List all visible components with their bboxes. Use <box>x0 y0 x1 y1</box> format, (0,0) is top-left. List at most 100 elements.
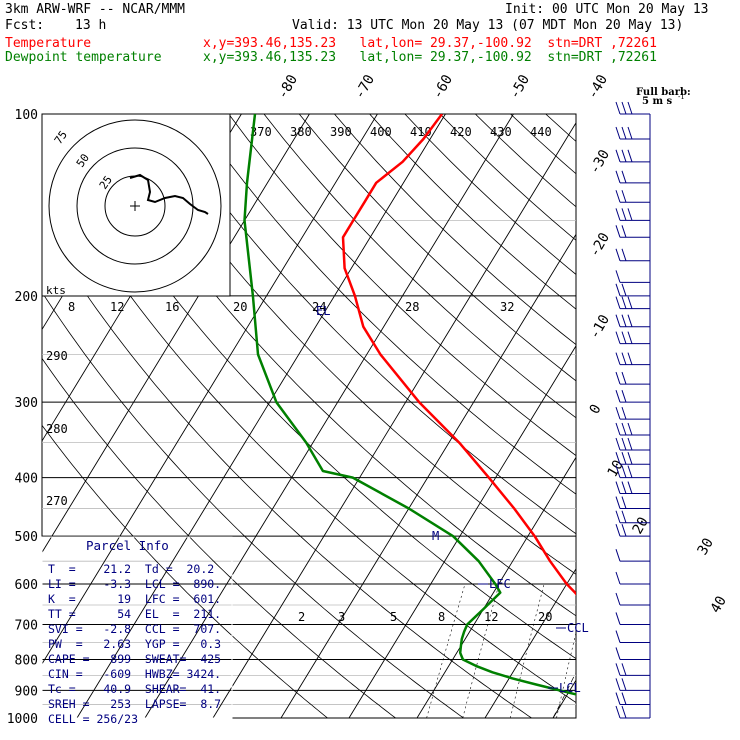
wind-barb <box>615 371 650 385</box>
wind-barb-flag <box>615 549 621 562</box>
parcel-row: TT = 54 EL = 211. <box>48 607 222 621</box>
dewpoint-profile <box>243 114 576 696</box>
wind-barb-flag <box>621 437 627 451</box>
wind-barb <box>615 422 650 436</box>
wind-barb <box>615 571 650 585</box>
theta-label: 400 <box>370 125 392 139</box>
wind-barbs <box>615 101 650 719</box>
wind-barb-flag <box>621 692 627 705</box>
wind-barb-flag <box>627 481 633 494</box>
isotherm-line <box>348 344 576 718</box>
wind-barb-flag <box>615 390 621 403</box>
dry-adiabat-line <box>157 114 576 535</box>
isotherm-line <box>42 114 378 665</box>
wind-barb-flag <box>627 331 633 344</box>
dry-adiabat-line <box>42 225 533 718</box>
wind-barb-flag <box>621 126 627 140</box>
forecast-label: Fcst: <box>5 18 45 33</box>
wind-barb-flag <box>621 371 627 385</box>
wind-barb <box>615 296 650 310</box>
pressure-tick-label: 700 <box>15 618 38 633</box>
wind-barb-flag <box>621 225 627 238</box>
dewpoint-legend-label: Dewpoint temperature <box>5 50 162 65</box>
wind-barb-flag <box>615 663 621 676</box>
wind-barb-flag <box>627 296 633 309</box>
dry-adiabat-line <box>581 114 740 731</box>
wind-key-exponent: -1 <box>678 93 685 101</box>
mixing-ratio-label: 5 <box>390 610 397 624</box>
wind-barb-flag <box>621 296 627 309</box>
dry-adiabat-line <box>122 114 576 575</box>
isotherm-tick-label: -20 <box>587 230 614 260</box>
parcel-info-title: Parcel Info <box>86 538 169 553</box>
dry-adiabat-line <box>687 114 740 731</box>
pressure-tick-label: 500 <box>15 530 38 545</box>
wind-barb-flag <box>621 452 627 465</box>
dry-adiabat-line <box>404 114 576 275</box>
lfc-marker: LFC <box>489 577 511 591</box>
pressure-tick-label: 800 <box>15 653 38 668</box>
wind-barb <box>615 612 650 625</box>
dry-adiabat-line <box>651 114 740 731</box>
parcel-row: LI = -3.3 LCL = 890. <box>48 577 222 591</box>
wind-barb-flag <box>615 692 621 705</box>
isotherm-tick-label: 0 <box>587 402 605 417</box>
wind-barb <box>615 692 650 706</box>
parcel-row: SREH = 253 LAPSE= 8.7 <box>48 697 222 711</box>
mixing-ratio-label: 20 <box>538 610 552 624</box>
wind-barb-flag <box>615 465 621 478</box>
upper-scale-label: 20 <box>233 300 247 314</box>
wind-barb-flag <box>615 296 621 309</box>
wind-barb <box>615 549 650 562</box>
wind-barb-flag <box>621 208 627 221</box>
wind-barb-flag <box>621 283 627 296</box>
init-time: Init: 00 UTC Mon 20 May 13 <box>505 2 709 17</box>
dry-adiabat-line <box>193 114 576 495</box>
theta-label: 390 <box>330 125 352 139</box>
wind-barb <box>615 225 650 238</box>
parcel-row: CAPE = 899 SWEAT= 425 <box>48 652 222 666</box>
wind-barb <box>615 663 650 676</box>
wind-barb-flag <box>615 101 621 115</box>
wind-barb-flag <box>621 352 627 365</box>
mixing-ratio-label: 3 <box>338 610 345 624</box>
wind-barb-flag <box>615 149 621 162</box>
isotherm-line <box>42 114 310 554</box>
theta-side-label: 290 <box>46 349 68 363</box>
pressure-tick-label: 200 <box>15 290 38 305</box>
theta-label: 440 <box>530 125 552 139</box>
mixing-ratio-line <box>653 584 679 718</box>
isotherm-line <box>76 114 446 718</box>
wind-barb <box>615 437 650 451</box>
wind-barb-flag <box>615 630 621 643</box>
wind-barb-flag <box>621 331 627 344</box>
parcel-row: CIN = -609 HWBZ= 3424. <box>48 667 222 681</box>
wind-barb-flag <box>627 437 633 451</box>
wind-barb-flag <box>615 571 621 585</box>
el-marker: EL <box>316 304 330 318</box>
pressure-tick-label: 100 <box>15 108 38 123</box>
wind-key: Full barb:5 m s -1 <box>636 87 691 718</box>
wind-barb-flag <box>615 678 621 691</box>
wind-barb <box>615 101 650 115</box>
dry-adiabat-line <box>228 114 576 457</box>
wind-barb-flag <box>615 592 621 606</box>
isotherm-tick-label: -70 <box>352 72 379 102</box>
theta-side-label: 280 <box>46 422 68 436</box>
wind-barb <box>615 406 650 420</box>
hodograph-unit-label: kts <box>46 284 66 297</box>
header: 3km ARW-WRF -- NCAR/MMM Init: 00 UTC Mon… <box>0 0 740 70</box>
upper-scale-label: 32 <box>500 300 514 314</box>
mixing-ratio-label: 12 <box>484 610 498 624</box>
wind-barb <box>615 452 650 465</box>
wind-barb <box>615 465 650 479</box>
isotherm-tick-label: -40 <box>585 72 612 102</box>
wind-barb-flag <box>621 101 627 115</box>
isotherm-tick-label: 10 <box>605 457 627 480</box>
dry-adiabat-line <box>475 114 576 208</box>
dry-adiabat-line <box>510 114 576 175</box>
hodograph-box <box>41 113 231 297</box>
wind-barb-flag <box>615 612 621 625</box>
wind-barb-flag <box>621 314 627 327</box>
temperature-legend-info: x,y=393.46,135.23 lat,lon= 29.37,-100.92… <box>203 36 657 51</box>
